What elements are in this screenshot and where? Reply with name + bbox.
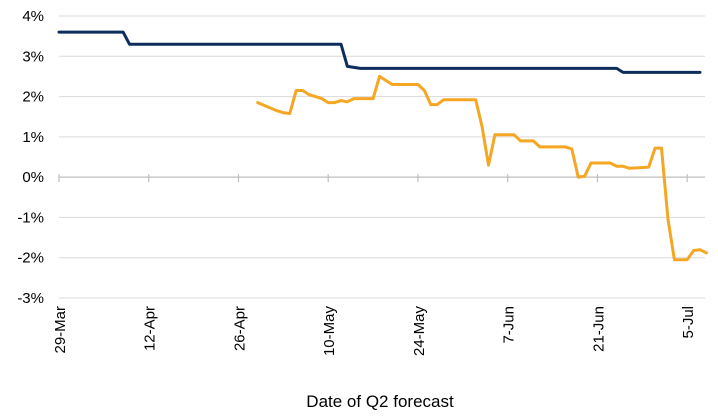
y-tick-label: 0%: [22, 169, 44, 186]
y-tick-label: 3%: [22, 48, 44, 65]
x-tick-label: 7-Jun: [501, 306, 518, 344]
x-axis-title: Date of Q2 forecast: [306, 392, 454, 411]
x-tick-label: 26-Apr: [231, 306, 248, 351]
x-axis: [58, 174, 705, 183]
series-line-2: [256, 74, 708, 262]
y-tick-label: -3%: [17, 290, 44, 307]
x-tick-label: 29-Mar: [52, 306, 69, 354]
y-tick-label: 2%: [22, 89, 44, 106]
y-tick-label: 4%: [22, 8, 44, 25]
x-tick-label: 24-May: [411, 306, 428, 357]
x-tick-labels: 29-Mar 12-Apr 26-Apr 10-May 24-May 7-Jun 21-Ju…: [52, 306, 697, 357]
x-tick-label: 12-Apr: [142, 306, 159, 351]
y-tick-label: -2%: [17, 250, 44, 267]
gridlines: [59, 15, 705, 299]
series-line-1: [57, 30, 702, 74]
x-tick-label: 21-Jun: [590, 306, 607, 352]
y-tick-label: 1%: [22, 129, 44, 146]
y-tick-labels: 4% 3% 2% 1% 0% -1% -2% -3%: [17, 8, 44, 307]
series-lines: [57, 30, 708, 262]
x-tick-label: 10-May: [321, 306, 338, 357]
x-tick-label: 5-Jul: [680, 306, 697, 339]
y-tick-label: -1%: [17, 209, 44, 226]
